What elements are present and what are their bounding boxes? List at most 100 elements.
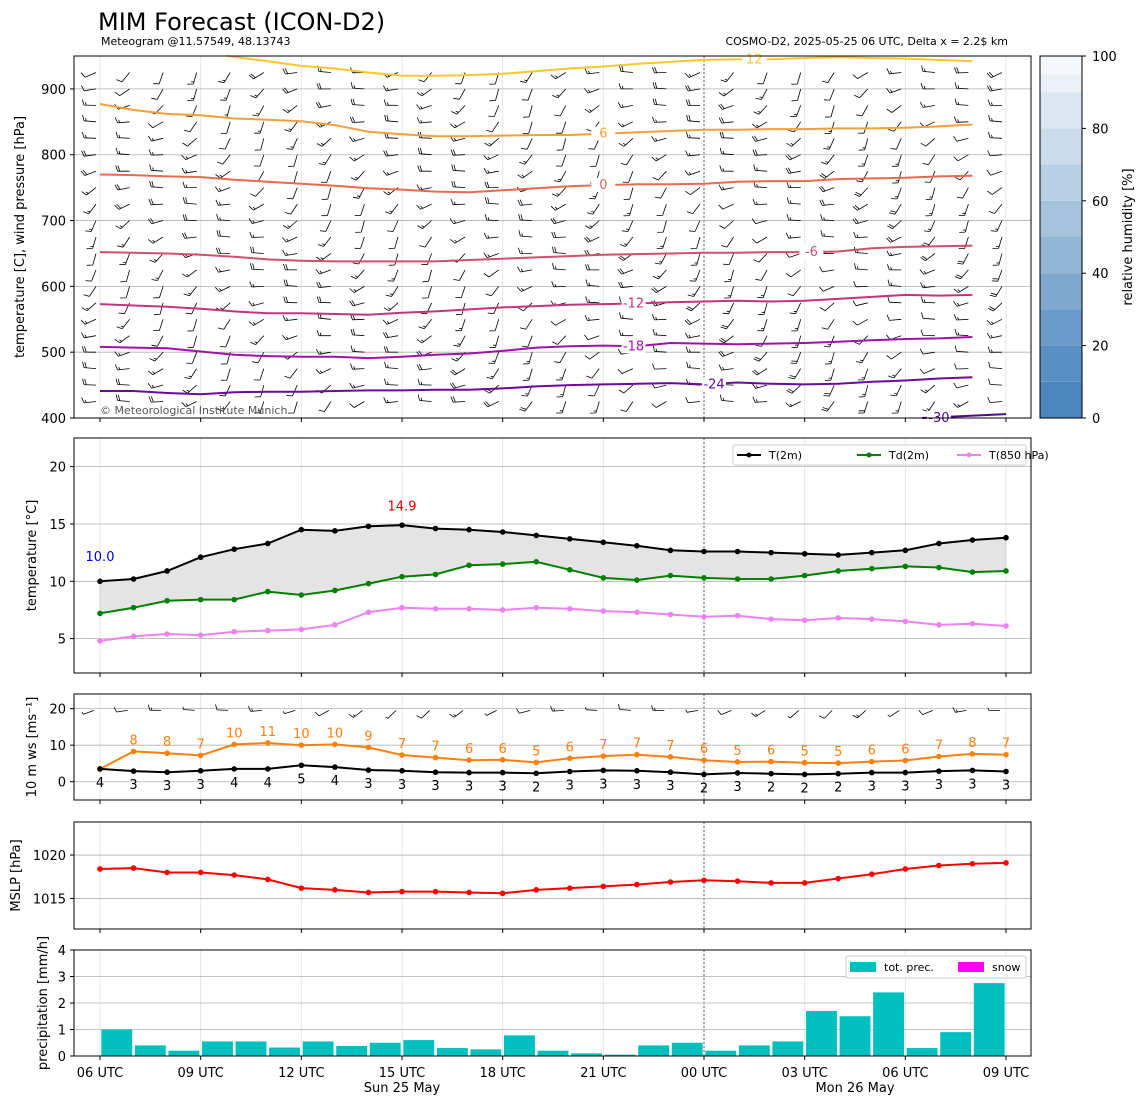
upper-air-wind-barb — [184, 368, 198, 380]
temperature-series-marker — [868, 565, 875, 572]
upper-air-wind-barb — [854, 187, 869, 197]
upper-air-wind-barb — [654, 253, 667, 265]
upper-air-wind-barb — [925, 187, 936, 200]
upper-air-wind-barb — [349, 136, 365, 142]
upper-air-wind-barb — [148, 368, 164, 376]
surface-wind-barb — [685, 709, 699, 713]
upper-air-wind-barb — [286, 384, 298, 397]
upper-air-wind-barb — [886, 250, 902, 257]
upper-air-wind-barb — [81, 85, 97, 92]
temperature-ytick-label: 20 — [49, 461, 66, 476]
upper-air-wind-barb — [958, 203, 969, 216]
precipitation-bar — [470, 1049, 502, 1056]
upper-air-ytick-label: 500 — [41, 346, 66, 361]
upper-air-wind-barb — [318, 154, 332, 166]
wind-gust-value-label: 7 — [599, 738, 607, 753]
upper-air-wind-barb — [82, 361, 97, 369]
upper-air-wind-barb — [821, 72, 835, 83]
upper-air-wind-barb — [888, 368, 902, 379]
surface-wind-barb — [348, 710, 363, 718]
upper-air-wind-barb — [522, 352, 533, 365]
upper-air-wind-barb — [551, 281, 566, 288]
upper-air-wind-barb — [751, 218, 768, 224]
surface-wind-barb — [516, 708, 531, 714]
upper-air-wind-barb — [350, 329, 365, 337]
upper-air-wind-barb — [720, 72, 734, 83]
time-axis-day-label: Mon 26 May — [815, 1081, 894, 1096]
wind-mean-marker — [197, 767, 204, 774]
wind-gust-marker — [600, 753, 607, 759]
precipitation-bar — [973, 983, 1005, 1056]
colorbar-tick-label: 60 — [1092, 195, 1109, 210]
wind-gust-marker — [667, 754, 674, 760]
wind-gust-marker — [365, 744, 372, 751]
upper-air-wind-barb — [282, 68, 298, 75]
upper-air-wind-barb — [451, 180, 466, 188]
upper-air-wind-barb — [619, 312, 633, 320]
upper-air-wind-barb — [753, 351, 768, 362]
temperature-series-marker — [902, 547, 909, 554]
colorbar-segment — [1040, 237, 1082, 274]
wind-gust-marker — [768, 758, 774, 765]
upper-air-wind-barb — [986, 318, 1003, 326]
upper-air-wind-barb — [451, 105, 466, 115]
temperature-series-marker — [902, 618, 909, 625]
upper-air-wind-barb — [350, 170, 365, 181]
upper-air-wind-barb — [484, 181, 499, 188]
upper-air-wind-barb — [349, 382, 365, 389]
colorbar-tick-label: 20 — [1092, 340, 1109, 355]
upper-air-wind-barb — [350, 82, 365, 90]
upper-air-wind-barb — [685, 85, 701, 92]
temperature-series-marker — [432, 606, 439, 612]
upper-air-wind-barb — [521, 138, 533, 150]
upper-air-wind-barb — [149, 253, 164, 263]
upper-air-wind-barb — [248, 318, 265, 326]
wind-mean-value-label: 4 — [331, 774, 339, 789]
upper-air-wind-barb — [755, 88, 768, 100]
surface-wind-barb — [651, 705, 665, 711]
temperature-series-marker — [365, 609, 372, 616]
temperature-legend-label: T(2m) — [768, 449, 802, 462]
upper-air-wind-barb — [220, 121, 231, 134]
upper-air-wind-barb — [517, 170, 533, 179]
upper-air-wind-barb — [215, 247, 231, 254]
upper-air-wind-barb — [819, 302, 835, 312]
upper-air-wind-barb — [556, 138, 567, 151]
upper-air-wind-barb — [115, 147, 130, 156]
upper-air-wind-barb — [417, 220, 432, 229]
temperature-series-marker — [231, 546, 238, 552]
upper-air-wind-barb — [484, 137, 499, 147]
temperature-series-marker — [936, 540, 942, 547]
upper-air-wind-barb — [718, 103, 734, 110]
upper-air-wind-barb — [652, 269, 667, 280]
upper-air-wind-barb — [187, 319, 198, 332]
upper-air-wind-barb — [718, 88, 734, 97]
wind-mean-value-label: 3 — [733, 780, 741, 795]
mslp-ylabel: MSLP [hPa] — [9, 839, 24, 911]
temperature-series-marker — [667, 611, 674, 618]
upper-air-wind-barb — [114, 203, 130, 210]
upper-air-wind-barb — [388, 236, 399, 250]
upper-air-wind-barb — [890, 384, 902, 397]
upper-air-wind-barb — [350, 363, 365, 370]
upper-air-wind-barb — [791, 335, 802, 348]
temperature-series-marker — [164, 568, 170, 574]
upper-air-wind-barb — [887, 220, 902, 230]
upper-air-wind-barb — [585, 264, 600, 271]
upper-air-wind-barb — [249, 281, 264, 288]
surface-wind-barb — [717, 710, 732, 715]
time-axis-tick-label: 06 UTC — [77, 1066, 123, 1081]
upper-air-wind-barb — [785, 154, 801, 161]
isotherm-label-bg — [621, 339, 646, 354]
upper-air-wind-barb — [887, 279, 902, 287]
surface-wind-barb — [215, 704, 229, 711]
upper-air-wind-barb — [115, 220, 130, 230]
upper-air-wind-barb — [988, 114, 1003, 123]
upper-air-wind-barb — [751, 383, 768, 389]
temperature-legend-marker — [746, 452, 752, 458]
wind-gust-value-label: 6 — [566, 740, 574, 755]
surface-wind-barb — [113, 706, 128, 713]
upper-air-wind-barb — [417, 378, 432, 386]
upper-air-wind-barb — [217, 319, 231, 330]
surface-wind-barb — [416, 710, 430, 719]
